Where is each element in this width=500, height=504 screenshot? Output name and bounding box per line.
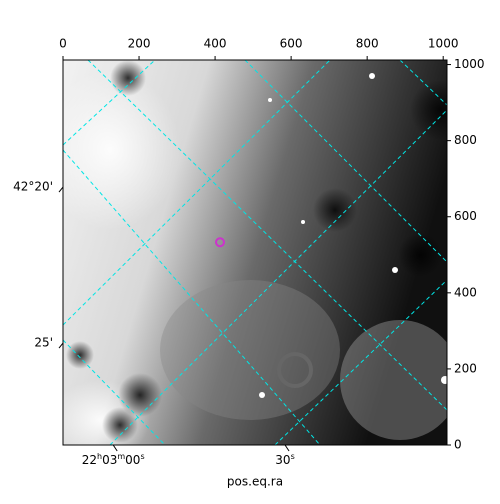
x-tick-label: 1000 bbox=[428, 37, 459, 51]
y-tick-label: 200 bbox=[454, 361, 477, 375]
axes-frame bbox=[62, 59, 448, 446]
y-tick-label: 0 bbox=[454, 438, 462, 452]
dec-tick bbox=[58, 342, 64, 349]
y-tick-label: 400 bbox=[454, 285, 477, 299]
dec-tick-label: 42°20' bbox=[13, 180, 53, 194]
y-tick-label: 600 bbox=[454, 209, 477, 223]
ra-tick bbox=[112, 444, 118, 452]
ra-tick-label: 30s bbox=[275, 452, 294, 467]
x-tick-label: 600 bbox=[280, 37, 303, 51]
ra-tick-label: 22h03m00s bbox=[82, 452, 145, 467]
x-axis-label: pos.eq.ra bbox=[227, 475, 283, 489]
y-tick-label: 800 bbox=[454, 133, 477, 147]
x-tick-label: 0 bbox=[59, 37, 67, 51]
ra-tick bbox=[284, 444, 290, 452]
x-tick-label: 400 bbox=[204, 37, 227, 51]
sky-image bbox=[63, 60, 447, 445]
dec-tick bbox=[58, 186, 64, 193]
x-tick-label: 200 bbox=[128, 37, 151, 51]
marker bbox=[215, 237, 226, 248]
coordinate-grid bbox=[63, 60, 447, 445]
dec-tick-label: 25' bbox=[34, 336, 53, 350]
x-tick-label: 800 bbox=[356, 37, 379, 51]
y-tick-label: 1000 bbox=[454, 57, 485, 71]
